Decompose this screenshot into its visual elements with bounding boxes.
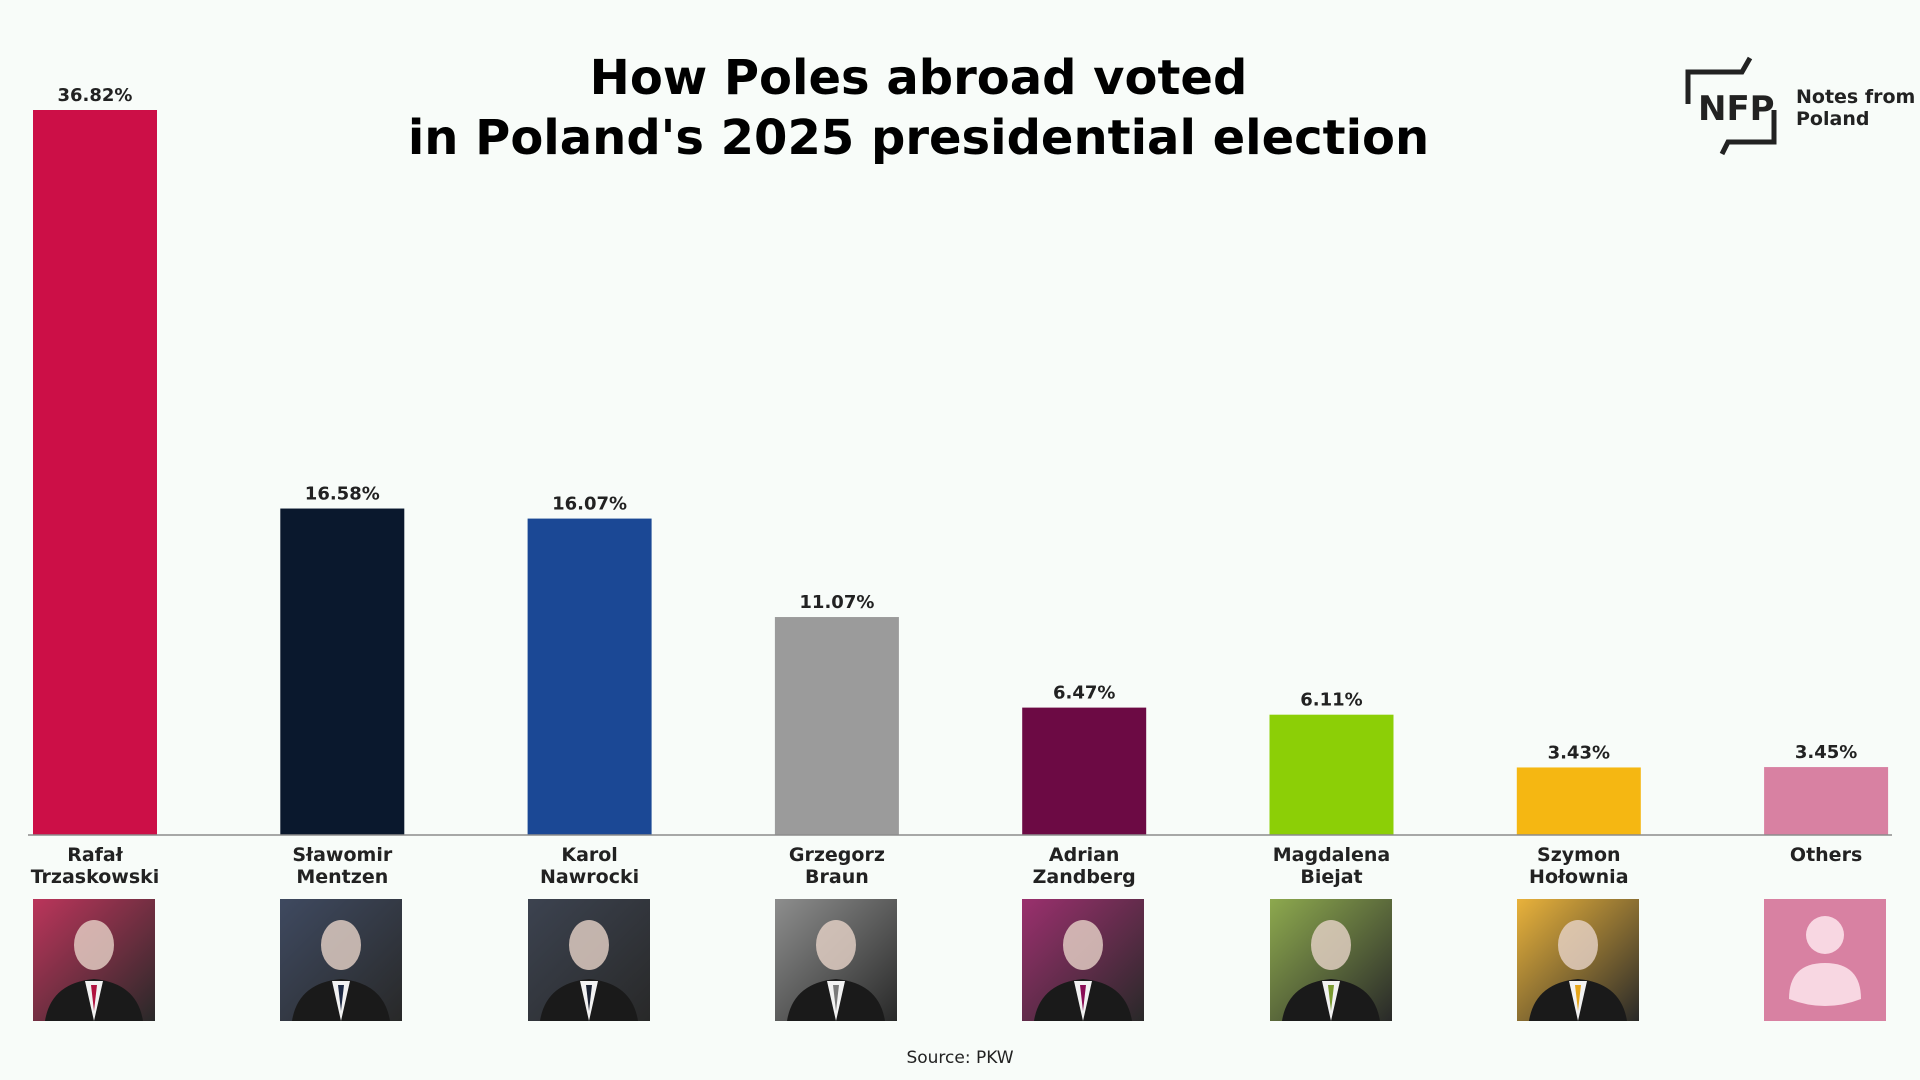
logo-mark-text: NFP (1698, 89, 1775, 129)
data-label-6: 3.43% (1548, 742, 1610, 763)
data-label-1: 16.58% (305, 484, 380, 505)
x-tick-label-5-0: Magdalena (1273, 844, 1391, 866)
x-tick-label-0-0: Rafał (67, 844, 124, 866)
x-tick-label-0-1: Trzaskowski (31, 866, 160, 888)
x-tick-label-7-0: Others (1790, 844, 1862, 866)
portrait-photo-icon (1269, 899, 1392, 1021)
candidate-photo-4 (1022, 899, 1145, 1021)
x-tick-label-4-1: Zandberg (1033, 866, 1136, 888)
portrait-photo-icon (527, 899, 650, 1021)
chart-title-line-1: How Poles abroad voted (589, 50, 1248, 106)
data-label-0: 36.82% (58, 85, 133, 106)
candidate-photo-6 (1516, 899, 1639, 1021)
candidate-photo-2 (527, 899, 650, 1021)
person-silhouette-icon (1764, 899, 1887, 1021)
source-note: Source: PKW (906, 1048, 1014, 1068)
x-tick-label-4-0: Adrian (1049, 844, 1120, 866)
candidate-photo-1 (280, 899, 403, 1021)
x-tick-label-3-1: Braun (805, 866, 869, 888)
bar-0 (33, 110, 157, 835)
logo-text: Notes from Poland (1796, 86, 1915, 130)
x-tick-label-2-0: Karol (561, 844, 617, 866)
x-tick-label-1-0: Sławomir (292, 844, 392, 866)
candidate-photo-0 (33, 899, 155, 1021)
data-label-2: 16.07% (552, 494, 627, 515)
bar-4 (1022, 707, 1147, 835)
portrait-photo-icon (1516, 899, 1639, 1021)
x-tick-label-1-1: Mentzen (296, 866, 388, 888)
bar-5 (1269, 714, 1394, 835)
bar-6 (1516, 767, 1641, 835)
nfp-logo-mark-icon: NFP (1685, 56, 1777, 156)
bar-2 (527, 518, 652, 835)
portrait-photo-icon (33, 899, 155, 1021)
candidate-photo-3 (774, 899, 897, 1021)
portrait-photo-icon (280, 899, 403, 1021)
portrait-photo-icon (1022, 899, 1145, 1021)
data-label-5: 6.11% (1300, 690, 1362, 711)
others-placeholder (1764, 899, 1887, 1021)
x-tick-label-3-0: Grzegorz (789, 844, 885, 866)
logo-text-line-2: Poland (1796, 108, 1870, 130)
portrait-photo-icon (774, 899, 897, 1021)
nfp-logo[interactable]: NFP (1682, 54, 1902, 164)
bar-1 (280, 508, 405, 835)
x-tick-label-5-1: Biejat (1300, 866, 1362, 888)
data-label-3: 11.07% (799, 592, 874, 613)
x-tick-label-2-1: Nawrocki (540, 866, 639, 888)
bar-7 (1764, 767, 1889, 835)
chart-title-line-2: in Poland's 2025 presidential election (407, 110, 1430, 166)
bar-3 (774, 617, 899, 835)
x-tick-label-6-0: Szymon (1537, 844, 1621, 866)
chart-title: How Poles abroad voted in Poland's 2025 … (0, 48, 1837, 168)
data-label-7: 3.45% (1795, 742, 1857, 763)
candidate-photo-5 (1269, 899, 1392, 1021)
data-label-4: 6.47% (1053, 683, 1115, 704)
logo-text-line-1: Notes from (1796, 86, 1916, 108)
x-tick-label-6-1: Hołownia (1529, 866, 1628, 888)
